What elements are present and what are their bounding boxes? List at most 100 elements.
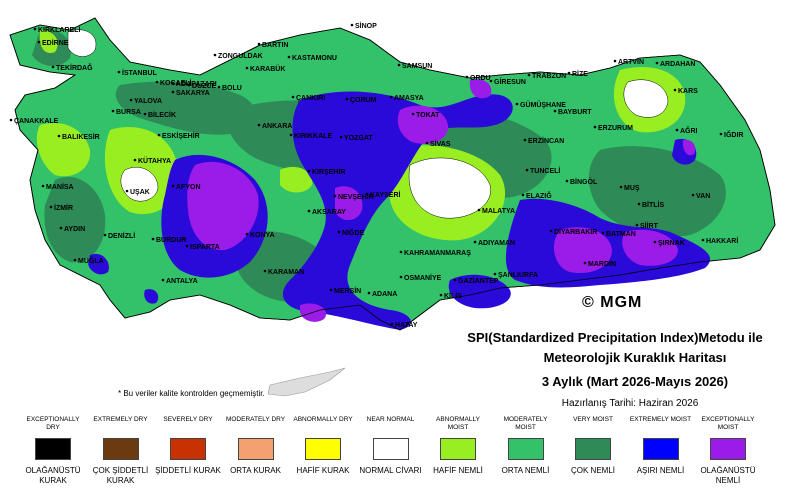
- city-label-erzincan: ERZİNCAN: [528, 137, 564, 145]
- coast-outline: [9, 17, 776, 331]
- city-marker-ordu: [465, 75, 469, 79]
- legend-swatch: [642, 438, 679, 460]
- city-marker-erzurum: [593, 125, 597, 129]
- city-label-ankara: ANKARA: [262, 123, 292, 130]
- cyprus-shape: [267, 367, 346, 397]
- city-marker-bingol: [565, 179, 569, 183]
- city-label-yozgat: YOZGAT: [344, 135, 373, 142]
- city-label-adapazari: ADAPAZARI: [176, 81, 217, 88]
- legend-label-tr: AŞIRI NEMLİ: [636, 466, 685, 475]
- city-marker-kahramanmaras: [399, 250, 403, 254]
- city-label-bilecik: BİLECİK: [148, 111, 176, 119]
- city-label-ardahan: ARDAHAN: [660, 61, 695, 68]
- city-marker-bitlis: [637, 202, 641, 206]
- city-marker-erzincan: [523, 138, 527, 142]
- city-label-erzurum: ERZURUM: [598, 125, 633, 132]
- city-marker-hakkari: [701, 238, 705, 242]
- city-label-kocaeli: KOCAELİ: [160, 79, 192, 87]
- legend-label-tr: OLAĞANÜSTÜ KURAK: [25, 466, 81, 485]
- city-label-eskisehir: ESKİŞEHİR: [162, 132, 200, 140]
- city-marker-aydin: [59, 226, 63, 230]
- city-marker-istanbul: [117, 70, 121, 74]
- city-marker-kayseri: [365, 192, 369, 196]
- city-label-adana: ADANA: [372, 291, 397, 298]
- city-label-kirikkale: KIRIKKALE: [294, 133, 332, 140]
- legend-label-tr: HAFİF NEMLİ: [433, 466, 483, 475]
- legend-label-en: EXCEPTIONALLY MOIST: [701, 416, 755, 431]
- city-label-kilis: KİLİS: [444, 292, 462, 300]
- city-label-siirt: SİİRT: [640, 222, 659, 230]
- city-label-burdur: BURDUR: [156, 237, 186, 244]
- city-marker-hatay: [390, 322, 394, 326]
- city-marker-bolu: [217, 85, 221, 89]
- legend-swatch: [170, 438, 206, 460]
- city-label-tokat: TOKAT: [416, 112, 440, 119]
- exceptionally-moist-zones: [187, 79, 696, 322]
- city-marker-siirt: [635, 223, 639, 227]
- legend-label-tr: NORMAL CİVARI: [359, 466, 422, 475]
- city-label-canakkale: ÇANAKKALE: [14, 118, 59, 125]
- city-marker-tunceli: [525, 168, 529, 172]
- legend-label-en: EXTREMELY DRY: [93, 416, 148, 423]
- city-marker-bursa: [111, 109, 115, 113]
- city-marker-sanliurfa: [493, 272, 497, 276]
- legend-label-en: MODERATELY MOIST: [503, 416, 548, 431]
- city-marker-cankiri: [291, 95, 295, 99]
- legend-label-en: EXCEPTIONALLY DRY: [26, 416, 80, 431]
- city-marker-karabuk: [245, 66, 249, 70]
- city-marker-canakkale: [9, 118, 13, 122]
- city-label-mardin: MARDİN: [588, 260, 616, 268]
- city-label-yalova: YALOVA: [134, 98, 162, 105]
- city-label-batman: BATMAN: [606, 231, 636, 238]
- city-marker-sinop: [350, 23, 354, 27]
- city-label-ordu: ORDU: [470, 75, 491, 82]
- city-label-bitlis: BİTLİS: [642, 201, 664, 209]
- city-marker-corum: [345, 97, 349, 101]
- title-line-2: Meteorolojik Kuraklık Haritası: [543, 350, 727, 365]
- city-label-amasya: AMASYA: [394, 95, 424, 102]
- legend-label-tr: ŞİDDETLİ KURAK: [155, 466, 221, 475]
- city-marker-isparta: [185, 244, 189, 248]
- city-label-afyon: AFYON: [176, 184, 201, 191]
- city-label-sakarya: SAKARYA: [176, 90, 210, 97]
- city-label-gumushane: GÜMÜŞHANE: [520, 100, 566, 109]
- legend-swatch: [507, 438, 544, 460]
- city-marker-giresun: [489, 79, 493, 83]
- city-marker-samsun: [397, 63, 401, 67]
- legend-swatch: [372, 438, 409, 460]
- city-marker-kocaeli: [155, 80, 159, 84]
- city-label-agri: AĞRI: [680, 126, 698, 135]
- city-marker-elazig: [521, 193, 525, 197]
- legend-swatch: [575, 438, 611, 460]
- legend-label-tr: ORTA KURAK: [230, 466, 281, 475]
- mgm-logo: © MGM: [582, 294, 643, 311]
- city-marker-sivas: [425, 141, 429, 145]
- city-marker-rize: [567, 71, 571, 75]
- city-label-sivas: SİVAS: [430, 140, 451, 148]
- city-label-denizli: DENİZLİ: [108, 232, 135, 240]
- city-marker-edirne: [37, 40, 41, 44]
- city-label-trabzon: TRABZON: [532, 73, 566, 80]
- legend-swatch: [35, 438, 71, 460]
- city-marker-mus: [619, 185, 623, 189]
- legend-label-tr: HAFİF KURAK: [296, 466, 350, 475]
- city-label-igdir: IĞDIR: [724, 130, 743, 139]
- city-marker-kutahya: [133, 158, 137, 162]
- title-line-3: 3 Aylık (Mart 2026-Mayıs 2026): [541, 374, 729, 389]
- city-label-konya: KONYA: [250, 232, 275, 239]
- city-marker-ankara: [257, 123, 261, 127]
- city-marker-kastamonu: [287, 55, 291, 59]
- city-label-malatya: MALATYA: [482, 208, 515, 215]
- city-marker-malatya: [477, 208, 481, 212]
- city-marker-antalya: [161, 278, 165, 282]
- city-label-bartin: BARTIN: [262, 42, 288, 49]
- legend-swatch: [102, 438, 139, 460]
- preparation-date: Hazırlanış Tarihi: Haziran 2026: [561, 398, 699, 409]
- city-label-antalya: ANTALYA: [166, 278, 198, 285]
- city-label-giresun: GİRESUN: [494, 78, 526, 86]
- quality-note: * Bu veriler kalite kontrolden geçmemişt…: [118, 389, 265, 398]
- city-label-isparta: ISPARTA: [190, 244, 220, 251]
- city-label-edirne: EDİRNE: [42, 39, 69, 47]
- city-marker-denizli: [103, 233, 107, 237]
